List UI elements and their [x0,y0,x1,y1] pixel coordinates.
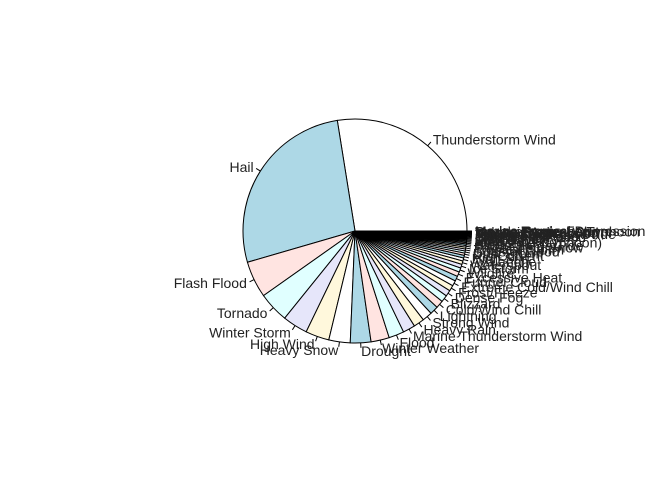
slice-label-flash-flood: Flash Flood [174,275,247,291]
leader-line-dense-fog [447,292,453,297]
slice-label-excessive-heat: Excessive Heat [466,269,563,285]
leader-line-avalanche [463,259,469,262]
slice-label-marine-tropical-storm: Marine Tropical Storm [475,224,612,240]
slice-label-tornado: Tornado [217,305,268,321]
slice-label-sneakerwave: Sneakerwave [475,223,560,239]
leader-line-tropical-storm [465,247,471,250]
leader-line-lightning [433,309,438,315]
slice-label-dust-storm: Dust Storm [473,246,543,262]
leader-line-storm-surge-tide [466,244,472,246]
leader-line-waterspout [462,262,468,265]
leader-line-dust-storm [464,251,471,254]
leader-line-wildfire [459,269,465,273]
leader-line-excessive-heat [458,273,464,277]
slice-label-seiche: Seiche [475,227,518,243]
slice-label-thunderstorm-wind: Thunderstorm Wind [433,132,556,148]
slice-label-coastal-flood: Coastal Flood [473,243,559,259]
leader-line-flood [396,334,399,340]
slice-label-ice-storm: Ice Storm [469,261,529,277]
slice-label-cold-wind-chill: Cold/Wind Chill [446,302,542,318]
slice-label-avalanche: Avalanche [471,254,536,270]
slice-label-sleet: Sleet [474,236,506,252]
slice-label-marine-hurricane-typhoon: Marine Hurricane/Typhoon [475,224,640,240]
slice-label-high-wind: High Wind [250,336,315,352]
label-leader-lines [249,141,473,348]
slice-label-hurricane-typhoon: Hurricane (Typhoon) [474,235,602,251]
slice-label-waterspout: Waterspout [470,257,541,273]
slice-label-lakeshore-flood: Lakeshore Flood [475,228,579,244]
leader-line-thunderstorm-wind [427,141,432,147]
slice-label-winter-storm: Winter Storm [209,324,291,340]
leader-line-winter-weather [379,340,382,346]
leader-line-extreme-cold-wind-chill [453,282,459,287]
leader-line-high-surf [463,256,469,259]
leader-line-hail [255,167,261,172]
slice-label-astronomical-low-tide: Astronomical Low Tide [475,226,616,242]
slice-label-strong-wind: Strong Wind [432,315,509,331]
slice-label-freezing-fog: Freezing Fog [475,233,557,249]
slice-label-tsunami: Tsunami [475,227,527,243]
leader-line-blizzard [443,298,449,303]
slice-label-debris-flow: Debris Flow [475,231,550,247]
slice-label-rip-current: Rip Current [472,248,544,264]
slice-label-marine-dense-fog: Marine Dense Fog [475,223,590,239]
pie-slices [242,118,468,344]
slice-label-volcanic-ash: Volcanic Ash [475,224,554,240]
slice-label-drought: Drought [361,343,411,359]
slice-label-dense-smoke: Dense Smoke [475,225,563,241]
leader-line-strong-wind [426,316,431,321]
slice-labels: Thunderstorm Wind Hail Flash Flood Tornado W… [174,132,646,359]
slice-label-wildfire: Wildfire [467,265,514,281]
slice-label-marine-thunderstorm-wind: Marine Thunderstorm Wind [413,328,582,344]
slice-label-marine-high-wind: Marine High Wind [475,229,586,245]
slice-label-tropical-depression: Tropical Depression [475,225,599,241]
slice-label-storm-surge-tide: Storm Surge/Tide [474,238,583,254]
leader-line-winter-storm [291,325,296,331]
leader-line-cold-wind-chill [439,303,444,308]
leader-line-rip-current [464,253,470,256]
leader-line-flash-flood [249,279,255,283]
slice-label-tropical-storm: Tropical Storm [474,241,565,257]
slice-label-marine-tropical-depression: Marine Tropical Depression [475,223,645,239]
slice-label-lightning: Lightning [440,308,497,324]
slice-label-funnel-cloud: Funnel Cloud [464,274,547,290]
slice-label-marine-hail: Marine Hail [475,230,546,246]
slice-label-lake-effect-snow: Lake-Effect Snow [474,239,584,255]
slice-label-marine-strong-wind: Marine Strong Wind [475,224,599,240]
leader-line-lake-effect-snow [465,245,471,248]
slice-label-blizzard: Blizzard [451,295,501,311]
slice-label-high-surf: High Surf [472,251,530,267]
leader-line-tornado [269,307,274,312]
slice-label-hail: Hail [229,159,253,175]
leader-line-heavy-rain [418,322,423,328]
slice-label-winter-weather: Winter Weather [382,340,479,356]
leader-line-ice-storm [461,265,467,269]
leader-line-sleet [466,242,472,245]
leader-line-marine-thunderstorm-wind [408,328,412,334]
leader-line-heavy-snow [338,341,340,347]
slice-label-frost-freeze: Frost/Freeze [458,284,538,300]
leader-line-frost-freeze [451,287,456,292]
pie-slice-thunderstorm-wind [336,118,468,232]
slice-label-extreme-cold-wind-chill: Extreme Cold/Wind Chill [461,279,613,295]
slice-label-dense-fog: Dense Fog [455,290,523,306]
slice-label-flood: Flood [399,334,434,350]
leader-line-coastal-flood [465,249,471,252]
slice-label-dust-devil: Dust Devil [475,232,539,248]
slice-label-heavy-snow: Heavy Snow [260,342,339,358]
slice-label-heavy-rain: Heavy Rain [424,322,496,338]
leader-line-high-wind [315,336,318,342]
leader-line-funnel-cloud [456,278,462,282]
